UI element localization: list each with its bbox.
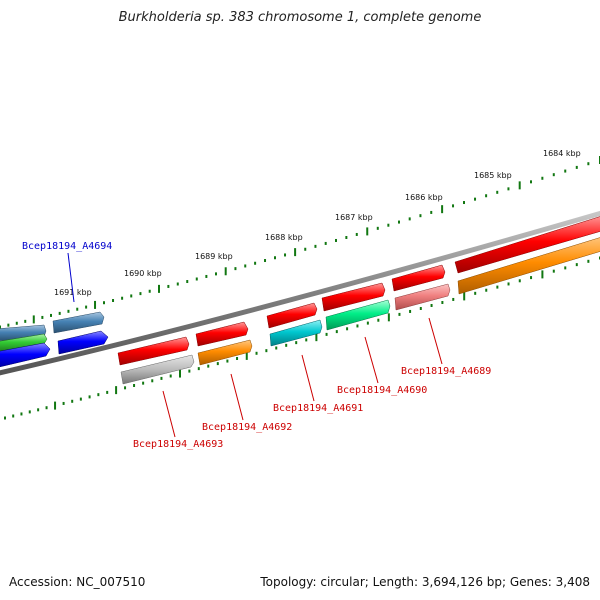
leader-A4691 <box>301 354 315 402</box>
kbp-label-1684: 1684 kbp <box>543 149 581 158</box>
leader-A4692 <box>230 373 244 421</box>
gene-labels: Bcep18194_A4694 Bcep18194_A4693 Bcep1819… <box>22 241 491 450</box>
leader-A4690 <box>364 336 379 384</box>
gene-red-c[interactable] <box>321 282 386 312</box>
inner-tick-ruler <box>4 256 600 420</box>
gene-red-d[interactable] <box>391 264 446 292</box>
gene-red-long[interactable] <box>454 215 600 274</box>
gene-label-A4693[interactable]: Bcep18194_A4693 <box>133 439 223 450</box>
kbp-label-1687: 1687 kbp <box>335 213 373 222</box>
genes-inner <box>120 236 600 385</box>
leader-A4689 <box>428 317 443 365</box>
gene-label-A4691[interactable]: Bcep18194_A4691 <box>273 403 363 414</box>
label-leader-lines <box>67 252 443 438</box>
kbp-label-1685: 1685 kbp <box>474 171 512 180</box>
gene-blue-left[interactable] <box>0 342 51 368</box>
topology-text: Topology: circular; Length: 3,694,126 bp… <box>260 575 590 589</box>
kbp-label-1688: 1688 kbp <box>265 233 303 242</box>
gene-orange-long[interactable] <box>457 236 600 295</box>
gene-gray[interactable] <box>120 354 195 385</box>
leader-A4694 <box>67 252 75 303</box>
gene-A4694[interactable] <box>52 311 105 334</box>
gene-cyan[interactable] <box>269 319 323 347</box>
gene-label-A4694[interactable]: Bcep18194_A4694 <box>22 241 112 252</box>
chromosome-backbone <box>0 210 600 376</box>
gene-A4693[interactable] <box>117 336 190 366</box>
gene-springgreen[interactable] <box>325 299 391 331</box>
kbp-label-1690: 1690 kbp <box>124 269 162 278</box>
gene-red-a[interactable] <box>195 321 249 347</box>
gene-label-A4690[interactable]: Bcep18194_A4690 <box>337 385 427 396</box>
genome-title: Burkholderia sp. 383 chromosome 1, compl… <box>118 10 482 25</box>
gene-pink[interactable] <box>394 283 451 311</box>
leader-A4693 <box>162 390 176 438</box>
gene-label-A4689[interactable]: Bcep18194_A4689 <box>401 366 491 377</box>
genes-forward-outer <box>0 215 600 368</box>
gene-green-left[interactable] <box>0 333 48 352</box>
gene-red-b[interactable] <box>266 302 318 329</box>
gene-label-A4692[interactable]: Bcep18194_A4692 <box>202 422 292 433</box>
kbp-label-1686: 1686 kbp <box>405 193 443 202</box>
gene-orange-a[interactable] <box>197 339 253 366</box>
kbp-label-1689: 1689 kbp <box>195 252 233 261</box>
gene-blue-2[interactable] <box>57 330 109 355</box>
outer-tick-ruler <box>0 156 600 329</box>
accession-text: Accession: NC_007510 <box>9 575 146 589</box>
